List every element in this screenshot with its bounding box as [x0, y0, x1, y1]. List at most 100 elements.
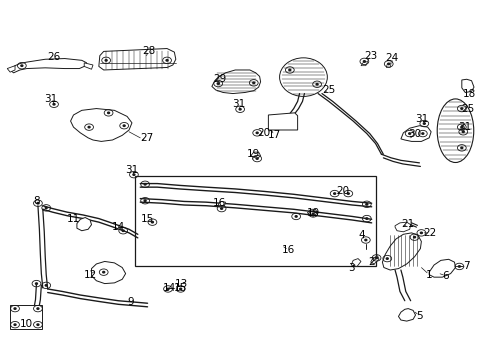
Circle shape	[144, 184, 146, 185]
Circle shape	[461, 126, 463, 128]
Circle shape	[461, 108, 463, 109]
Circle shape	[375, 257, 377, 258]
Circle shape	[316, 84, 318, 85]
Circle shape	[166, 60, 168, 61]
Circle shape	[37, 203, 39, 204]
Text: 21: 21	[402, 219, 415, 229]
Circle shape	[388, 63, 390, 64]
Polygon shape	[462, 79, 474, 93]
Circle shape	[366, 203, 368, 205]
Text: 3: 3	[348, 262, 355, 273]
Circle shape	[37, 308, 39, 309]
Text: 30: 30	[408, 129, 421, 139]
Circle shape	[122, 230, 124, 231]
Text: 15: 15	[141, 213, 154, 224]
Circle shape	[88, 126, 90, 128]
Circle shape	[422, 133, 424, 134]
Circle shape	[366, 218, 368, 219]
Text: 6: 6	[442, 271, 449, 281]
Polygon shape	[401, 126, 431, 141]
Polygon shape	[371, 256, 379, 264]
Polygon shape	[351, 258, 361, 266]
Circle shape	[461, 147, 463, 149]
Circle shape	[239, 109, 241, 110]
Polygon shape	[361, 62, 368, 66]
Text: 2: 2	[368, 257, 375, 267]
Text: 5: 5	[416, 311, 423, 321]
Circle shape	[420, 232, 422, 234]
Polygon shape	[307, 209, 317, 216]
Text: 31: 31	[233, 99, 246, 109]
Text: 20: 20	[257, 128, 270, 138]
Polygon shape	[212, 70, 261, 94]
Polygon shape	[218, 202, 225, 207]
Text: 31: 31	[415, 113, 428, 123]
Circle shape	[35, 283, 37, 284]
Circle shape	[256, 132, 258, 134]
Bar	[10, 305, 42, 329]
Text: 25: 25	[322, 85, 336, 95]
Text: 9: 9	[127, 297, 134, 307]
Circle shape	[14, 324, 16, 325]
Polygon shape	[84, 63, 93, 69]
Polygon shape	[386, 63, 391, 67]
Circle shape	[21, 65, 23, 66]
Text: 1: 1	[426, 270, 433, 280]
Polygon shape	[77, 217, 92, 231]
Text: 8: 8	[33, 197, 40, 206]
Text: 19: 19	[307, 208, 320, 218]
Circle shape	[217, 83, 219, 84]
Circle shape	[312, 213, 314, 215]
Circle shape	[133, 174, 135, 175]
Polygon shape	[251, 152, 261, 158]
Circle shape	[103, 271, 105, 273]
Circle shape	[144, 200, 146, 202]
Text: 11: 11	[67, 214, 80, 224]
Text: 22: 22	[423, 228, 437, 238]
Polygon shape	[429, 259, 456, 277]
Text: 31: 31	[45, 94, 58, 104]
Circle shape	[123, 125, 125, 126]
Text: 24: 24	[386, 53, 399, 63]
Circle shape	[108, 112, 110, 113]
Bar	[135, 176, 375, 266]
Polygon shape	[395, 222, 411, 232]
Circle shape	[462, 131, 464, 132]
Text: 4: 4	[359, 230, 365, 240]
Circle shape	[334, 193, 336, 194]
Circle shape	[365, 239, 367, 241]
Polygon shape	[92, 261, 125, 284]
Circle shape	[289, 69, 291, 71]
Text: 29: 29	[213, 74, 226, 84]
Circle shape	[423, 123, 425, 124]
Text: 14: 14	[112, 222, 125, 232]
Circle shape	[364, 61, 366, 62]
Circle shape	[295, 216, 297, 217]
Text: 27: 27	[140, 133, 153, 143]
Circle shape	[53, 104, 55, 105]
Circle shape	[105, 60, 107, 61]
Circle shape	[45, 207, 47, 208]
Text: 31: 31	[459, 122, 472, 132]
Text: 19: 19	[247, 149, 260, 159]
Text: 10: 10	[20, 319, 33, 329]
Circle shape	[409, 133, 411, 134]
Polygon shape	[269, 113, 297, 130]
Circle shape	[151, 221, 153, 223]
Circle shape	[347, 193, 349, 194]
Polygon shape	[99, 49, 176, 70]
Circle shape	[253, 82, 255, 84]
Text: 16: 16	[213, 198, 226, 208]
Circle shape	[37, 324, 39, 325]
Polygon shape	[398, 309, 416, 321]
Polygon shape	[71, 109, 132, 141]
Circle shape	[459, 266, 460, 267]
Circle shape	[180, 288, 182, 290]
Ellipse shape	[280, 58, 327, 96]
Text: 20: 20	[336, 186, 349, 197]
Circle shape	[167, 288, 169, 290]
Circle shape	[386, 258, 388, 259]
Text: 12: 12	[83, 270, 97, 280]
Text: 14: 14	[163, 283, 176, 293]
Text: 7: 7	[464, 261, 470, 271]
